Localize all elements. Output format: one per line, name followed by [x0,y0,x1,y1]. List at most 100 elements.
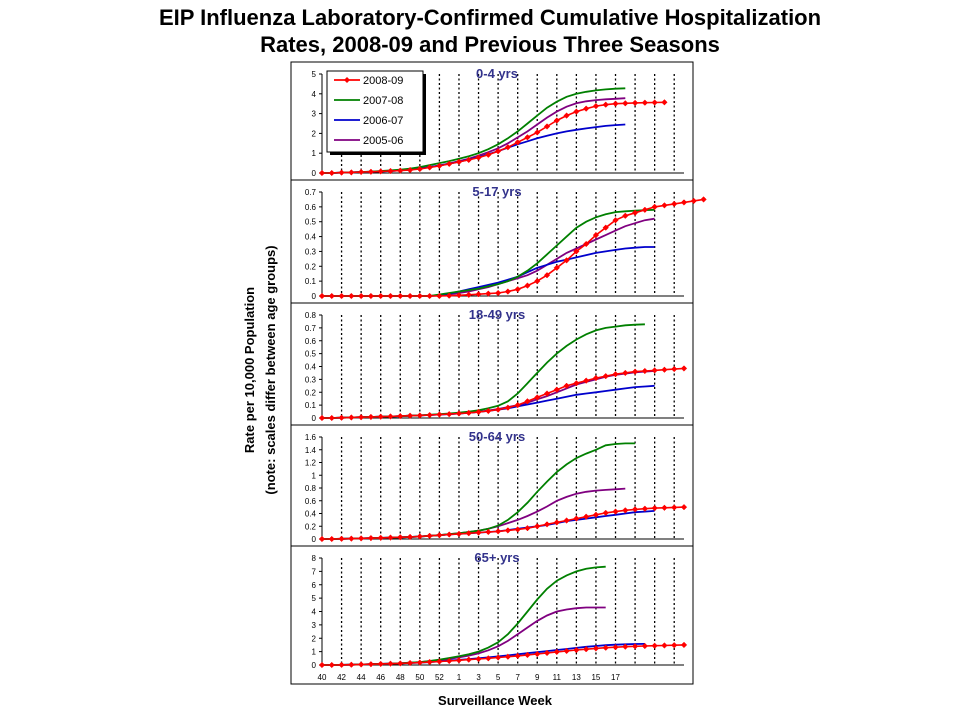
y-tick-label: 0.8 [305,311,317,320]
data-point-2008-09 [494,148,502,155]
data-point-2008-09 [583,240,590,248]
data-point-2008-09 [543,649,551,657]
legend-label-2007-08: 2007-08 [363,95,403,107]
data-point-2008-09 [592,374,600,382]
data-point-2008-09 [494,528,502,535]
data-point-2008-09 [446,657,453,665]
y-tick-label: 0.4 [305,233,317,242]
y-tick-label: 7 [312,567,317,576]
data-point-2008-09 [426,292,433,300]
x-tick-label: 40 [318,673,327,682]
data-point-2008-09 [534,394,541,401]
data-point-2008-09 [563,112,570,119]
y-tick-label: 0.5 [305,350,317,359]
data-point-2008-09 [475,655,482,663]
x-axis: 40 42 44 46 48 50 52 1 3 5 7 9 11 13 15 17 [318,673,621,682]
data-point-2008-09 [318,292,326,300]
y-tick-label: 0.3 [305,247,317,256]
y-tick-label: 4 [312,90,317,99]
data-point-2008-09 [318,169,326,177]
data-point-2008-09 [671,200,678,208]
data-point-2008-09 [553,648,560,656]
data-point-2008-09 [406,412,414,419]
data-point-2008-09 [318,661,326,669]
data-point-2008-09 [446,410,453,418]
data-point-2008-09 [651,203,658,211]
data-point-2008-09 [514,401,521,409]
data-point-2008-09 [680,641,688,649]
data-point-2008-09 [387,660,394,667]
x-tick-label: 13 [572,673,581,682]
x-tick-label: 50 [415,673,424,682]
data-point-2008-09 [387,292,394,300]
y-tick-label: 0.6 [305,337,317,346]
data-point-2008-09 [563,647,570,655]
data-point-2008-09 [446,160,453,168]
y-tick-label: 0.2 [305,388,317,397]
data-point-2008-09 [534,650,541,658]
data-point-2008-09 [612,100,619,107]
data-point-2008-09 [563,257,570,264]
data-point-2008-09 [592,511,600,518]
data-point-2008-09 [563,382,570,389]
data-point-2008-09 [631,368,639,375]
data-point-2008-09 [406,533,414,541]
data-point-2008-09 [465,156,472,164]
data-point-2008-09 [622,212,629,219]
y-tick-label: 6 [312,581,317,590]
panel-50-64-yrs: 0 0.2 0.4 0.6 0.8 1 1.2 1.4 1.6 50-64 yrs [291,424,693,544]
data-point-2008-09 [406,166,414,174]
data-point-2008-09 [465,530,472,537]
data-point-2008-09 [631,643,639,650]
data-point-2008-09 [612,644,619,651]
data-point-2008-09 [416,533,423,540]
y-tick-label: 0.7 [305,188,317,197]
data-point-2008-09 [348,535,355,542]
data-point-2008-09 [514,526,521,533]
data-point-2008-09 [612,371,619,378]
data-point-2008-09 [504,404,512,411]
y-tick-label: 1.4 [305,446,317,455]
data-point-2008-09 [367,661,375,668]
data-point-2008-09 [583,646,590,653]
data-point-2008-09 [455,657,463,664]
panel-title: 18-49 yrs [469,307,525,322]
y-tick-label: 2 [312,634,317,643]
data-point-2008-09 [651,367,658,374]
data-point-2008-09 [514,139,521,146]
y-tick-label: 0.3 [305,375,317,384]
data-point-2008-09 [573,515,580,522]
data-point-2008-09 [357,292,365,300]
data-point-2008-09 [338,414,345,421]
y-tick-label: 0 [312,535,317,544]
data-point-2008-09 [602,373,609,380]
x-tick-label: 48 [396,673,405,682]
data-point-2008-09 [475,408,482,416]
data-point-2008-09 [348,414,355,421]
data-point-2008-09 [328,535,335,543]
data-point-2008-09 [494,406,502,413]
x-tick-label: 9 [535,673,540,682]
data-point-2008-09 [367,413,375,421]
y-tick-label: 4 [312,608,317,617]
data-point-2008-09 [377,292,384,300]
data-point-2008-09 [553,519,560,526]
data-point-2008-09 [573,380,580,387]
data-point-2008-09 [583,105,590,112]
data-point-2008-09 [573,108,580,115]
data-point-2008-09 [651,99,658,106]
data-point-2008-09 [348,292,355,300]
y-tick-label: 0.4 [305,363,317,372]
panels-layer: 0 1 2 3 4 5 0-4 yrs 0 0.1 0.2 0.3 0.4 0.5 0.6 0.7 5-17 … [291,66,707,670]
data-point-2008-09 [485,528,492,536]
legend: 2008-09 2007-08 2006-07 2005-06 [326,70,426,155]
data-point-2008-09 [553,386,560,393]
data-point-2008-09 [426,658,433,666]
y-axis-label-line1: Rate per 10,000 Population [242,287,257,453]
data-point-2008-09 [514,286,521,293]
data-point-2008-09 [416,292,423,300]
data-point-2008-09 [631,209,639,216]
data-point-2008-09 [377,413,384,420]
data-point-2008-09 [671,504,678,511]
legend-label-2006-07: 2006-07 [363,115,403,127]
